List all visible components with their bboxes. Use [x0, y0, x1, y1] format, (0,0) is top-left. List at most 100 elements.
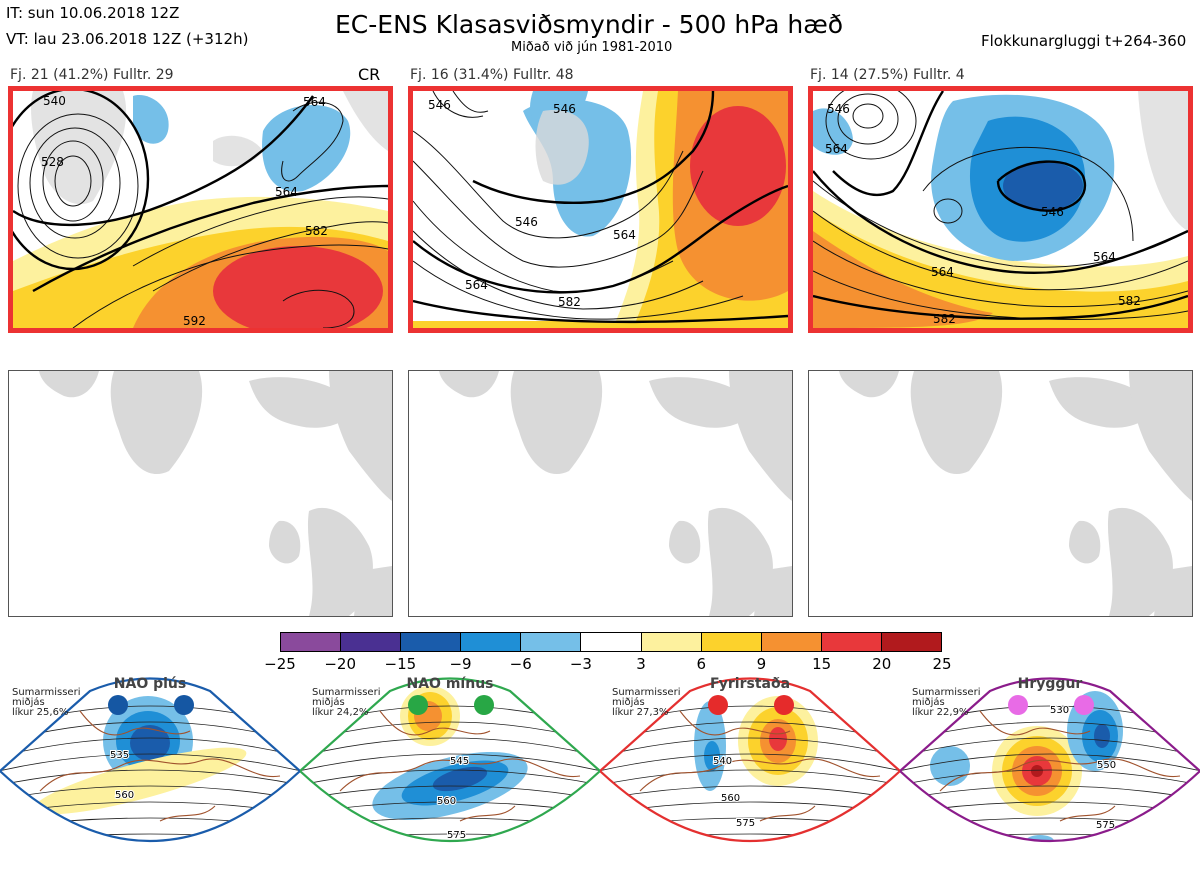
classification-window: Flokkunargluggi t+264-360 — [981, 32, 1187, 50]
colorbar-swatch — [700, 633, 761, 651]
colorbar-swatch — [640, 633, 701, 651]
empty-map-2-land — [439, 371, 792, 616]
cluster-1-label-6: 592 — [183, 314, 206, 328]
regime-title: Fyrirstaða — [709, 676, 791, 692]
cluster-1-map[interactable]: 540 528 564 564 582 592 — [8, 86, 393, 333]
colorbar-tick-label: −6 — [509, 655, 532, 673]
regime-contour-label: 560 — [437, 796, 456, 807]
colorbar-swatch — [580, 633, 641, 651]
cluster-3-label-6: 582 — [933, 312, 956, 326]
valid-time: VT: lau 23.06.2018 12Z (+312h) — [6, 30, 249, 48]
regime-info: Sumarmisseri miðjás líkur 24,2% — [312, 688, 380, 718]
colorbar-tick-label: −20 — [324, 655, 356, 673]
regime-dot-icon — [408, 695, 428, 715]
regime-info: Sumarmisseri miðjás líkur 25,6% — [12, 688, 80, 718]
colorbar-tick-label: 25 — [932, 655, 952, 673]
empty-map-3 — [808, 370, 1193, 617]
cluster-2-map[interactable]: 546 546 546 564 564 582 — [408, 86, 793, 333]
regime-info-line: miðjás — [12, 697, 45, 708]
colorbar-tick-label: −25 — [264, 655, 296, 673]
regime-info-line: líkur 24,2% — [312, 707, 369, 718]
colorbar-swatch — [880, 633, 942, 651]
regime-dot-icon — [474, 695, 494, 715]
cluster-1-label-2: 528 — [41, 155, 64, 169]
cluster-2-label-3: 546 — [515, 215, 538, 229]
regime-title: NAO plús — [113, 676, 187, 692]
cluster-3-label-5: 564 — [1093, 250, 1116, 264]
cluster-3-label-1: 546 — [827, 102, 850, 116]
regime-fan: 540 560 575 — [600, 677, 900, 843]
init-time: IT: sun 10.06.2018 12Z — [6, 4, 180, 22]
cluster-2-label-6: 582 — [558, 295, 581, 309]
regime-info: Sumarmisseri miðjás líkur 27,3% — [612, 688, 680, 718]
cluster-1-tag: CR — [358, 65, 381, 84]
regime-dot-icon — [1074, 695, 1094, 715]
empty-map-1-land — [39, 371, 392, 616]
cluster-1-label-5: 582 — [305, 224, 328, 238]
cluster-2-label-5: 564 — [465, 278, 488, 292]
regime-info-line: líkur 27,3% — [612, 707, 669, 718]
regime-contour-label: 575 — [736, 818, 755, 829]
regime-info-line: Sumarmisseri — [912, 687, 981, 698]
page-title: EC-ENS Klasasviðsmyndir - 500 hPa hæð — [335, 10, 844, 39]
colorbar-swatch — [760, 633, 821, 651]
regime-info-line: miðjás — [312, 697, 345, 708]
colorbar-swatch — [460, 633, 521, 651]
regime-contour-label: 530 — [1050, 705, 1069, 716]
colorbar-tick-label: 6 — [696, 655, 707, 673]
cluster-2-label-4: 564 — [613, 228, 636, 242]
regime-dot-icon — [774, 695, 794, 715]
regime-title: NAO mínus — [406, 676, 494, 692]
colorbar-tick-label: 9 — [756, 655, 767, 673]
cluster-3-label-7: 582 — [1118, 294, 1141, 308]
regime-info-line: líkur 22,9% — [912, 707, 969, 718]
colorbar-tick-label: −9 — [449, 655, 472, 673]
cluster-1-label-4: 564 — [275, 185, 298, 199]
cluster-3-field: 546 564 546 564 564 582 582 — [813, 91, 1188, 328]
cluster-1-label-1: 540 — [43, 94, 66, 108]
colorbar-tick-label: −3 — [569, 655, 592, 673]
regime-info-line: líkur 25,6% — [12, 707, 69, 718]
cluster-1-field: 540 528 564 564 582 592 — [13, 91, 388, 328]
regime-fan: 530 550 575 — [900, 677, 1200, 843]
colorbar-swatch — [400, 633, 461, 651]
regime-info: Sumarmisseri miðjás líkur 22,9% — [912, 688, 980, 718]
cluster-1-caption: Fj. 21 (41.2%) Fulltr. 29 — [10, 67, 174, 83]
cluster-3-label-2: 564 — [825, 142, 848, 156]
cluster-3-label-3: 546 — [1041, 205, 1064, 219]
cluster-2-caption: Fj. 16 (31.4%) Fulltr. 48 — [410, 67, 574, 83]
regime-info-line: Sumarmisseri — [12, 687, 81, 698]
empty-map-3-land — [839, 371, 1192, 616]
colorbar-tick-label: −15 — [384, 655, 417, 673]
colorbar-tick-label: 15 — [812, 655, 832, 673]
cluster-1-label-3: 564 — [303, 95, 326, 109]
regime-contour-label: 545 — [450, 756, 469, 767]
cluster-3-label-4: 564 — [931, 265, 954, 279]
colorbar-tick-label: 3 — [636, 655, 646, 673]
colorbar-swatch — [520, 633, 581, 651]
regime-contour-label: 560 — [115, 790, 134, 801]
colorbar-swatch — [820, 633, 881, 651]
regime-contour-label: 575 — [1096, 820, 1115, 831]
regime-contour-label: 575 — [447, 830, 466, 841]
regime-info-line: miðjás — [612, 697, 645, 708]
regime-title: Hryggur — [1017, 676, 1083, 692]
colorbar-swatch — [281, 633, 341, 651]
colorbar-swatch — [340, 633, 401, 651]
cluster-2-field: 546 546 546 564 564 582 — [413, 91, 788, 328]
regime-dot-icon — [108, 695, 128, 715]
regime-contour-label: 540 — [713, 756, 732, 767]
cluster-3-map[interactable]: 546 564 546 564 564 582 582 — [808, 86, 1193, 333]
regime-fan: 535 560 — [0, 677, 300, 843]
cluster-2-label-2: 546 — [553, 102, 576, 116]
colorbar-tick-label: 20 — [872, 655, 892, 673]
regime-contour-label: 560 — [721, 793, 740, 804]
regime-info-line: Sumarmisseri — [312, 687, 381, 698]
regime-info-line: miðjás — [912, 697, 945, 708]
cluster-3-caption: Fj. 14 (27.5%) Fulltr. 4 — [810, 67, 965, 83]
regime-contour-label: 535 — [110, 750, 129, 761]
regime-dot-icon — [708, 695, 728, 715]
regime-dot-icon — [1008, 695, 1028, 715]
anomaly-colorbar — [280, 632, 942, 652]
regime-dot-icon — [174, 695, 194, 715]
